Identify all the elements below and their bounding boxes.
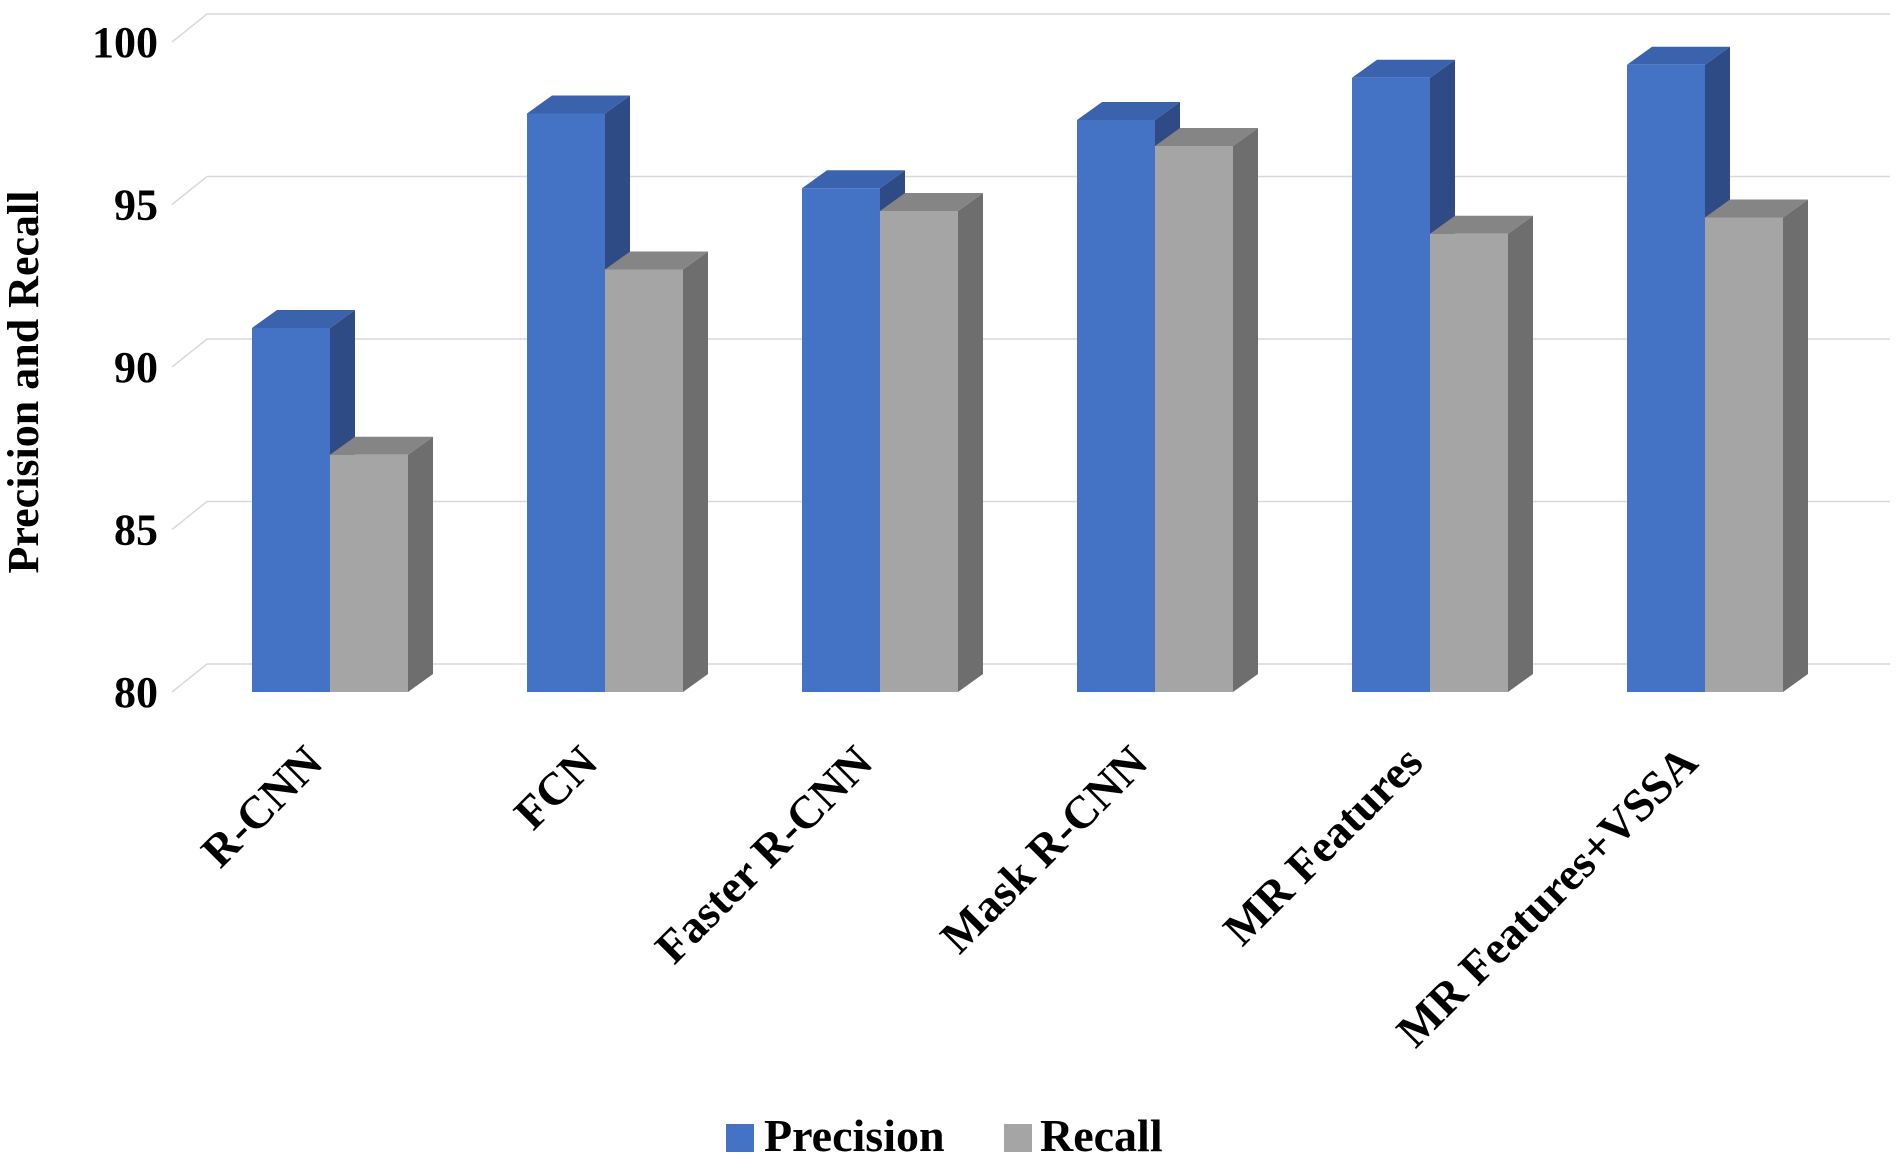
bar-top-face [605,251,708,270]
bar-front-face [1077,120,1155,692]
x-tick-label: Faster R-CNN [645,736,882,973]
legend: Precision Recall [726,1110,1163,1159]
bar-front-face [1627,64,1705,692]
bar-front-face [605,269,683,692]
legend-item-recall: Recall [1004,1110,1163,1159]
y-tick-label: 90 [114,343,158,392]
bar-front-face [1352,77,1430,692]
bar-top-face [252,310,355,328]
legend-swatch [726,1124,754,1152]
gridline-85 [171,500,1890,531]
x-tick-label: Mask R-CNN [930,736,1157,963]
y-tick-label: 100 [92,18,158,67]
x-tick-label: MR Features [1213,736,1432,955]
bar-side-face [408,436,433,692]
bar-side-face [683,251,708,692]
bar-recall-4 [1430,215,1533,692]
x-tick-label: MR Features+VSSA [1387,736,1708,1057]
gridline-100 [171,13,1890,43]
x-tick-label: FCN [504,736,607,839]
legend-item-precision: Precision [726,1110,945,1159]
bar-top-face [802,170,905,189]
bar-top-face [1627,46,1730,65]
y-tick-label: 95 [114,181,158,230]
bars [252,46,1808,692]
bar-front-face [330,454,408,692]
gridline-80 [171,663,1890,693]
bar-front-face [252,328,330,692]
bar-side-face [1508,215,1533,692]
bar-top-face [1430,215,1533,234]
bar-recall-2 [880,193,983,692]
bar-top-face [330,436,433,455]
bar-side-face [1783,199,1808,692]
bar-recall-5 [1705,199,1808,692]
y-tick-label: 80 [114,668,158,717]
bar-recall-3 [1155,128,1258,692]
bar-side-face [1233,128,1258,692]
x-tick-label: R-CNN [191,736,332,877]
y-tick-label: 85 [114,506,158,555]
bar-recall-0 [330,436,433,692]
bar-top-face [880,193,983,211]
bar-top-face [1352,59,1455,78]
legend-swatch [1004,1124,1032,1152]
bar-top-face [1155,128,1258,146]
bar-front-face [1705,217,1783,692]
bar-front-face [1430,233,1508,692]
bar-side-face [958,193,983,692]
legend-label: Recall [1040,1110,1163,1159]
bar-front-face [802,188,880,692]
gridline-90 [171,338,1890,368]
bar-top-face [527,95,630,114]
bar-top-face [1705,199,1808,218]
y-axis-ticks: 80 85 90 95 100 [92,18,158,717]
bar-front-face [880,211,958,692]
legend-label: Precision [764,1110,945,1159]
gridline-95 [171,175,1890,206]
bar-front-face [527,113,605,692]
gridlines [171,13,1890,693]
bar-top-face [1077,102,1180,120]
bar-front-face [1155,146,1233,692]
bar-recall-1 [605,251,708,692]
x-axis-labels: R-CNN FCN Faster R-CNN Mask R-CNN MR Feature… [191,736,1707,1057]
y-axis-title: Precision and Recall [0,191,48,574]
